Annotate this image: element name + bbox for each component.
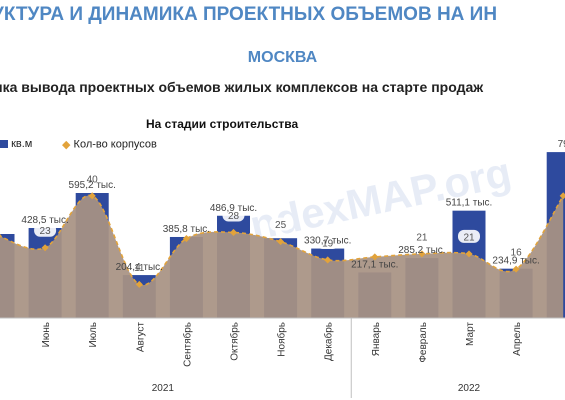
- bar-label-8: 217,1 тыс.: [351, 259, 398, 270]
- buildings-label-1: 23: [40, 226, 52, 237]
- buildings-point-6: [277, 238, 285, 246]
- city-title: МОСКВА: [247, 49, 318, 66]
- bar-label-11: 234,9 тыс.: [492, 256, 539, 267]
- buildings-point-11: [512, 265, 520, 273]
- x-tick-label-4: Сентябрь: [181, 322, 193, 367]
- x-tick-label-6: Ноябрь: [276, 322, 288, 357]
- bar-label-5: 486,9 тыс.: [210, 203, 257, 214]
- legend-buildings: ◆ Кол-во корпусов: [62, 138, 157, 151]
- buildings-label-bg-6: [269, 217, 292, 231]
- buildings-point-2: [88, 192, 96, 200]
- bar-label-10: 511,1 тыс.: [446, 198, 493, 209]
- buildings-label-7: 19: [322, 238, 334, 249]
- buildings-point-8: [371, 253, 379, 261]
- buildings-label-bg-11: [505, 245, 528, 259]
- bar-label-2: 595,2 тыс.: [69, 180, 116, 191]
- buildings-label-9: 21: [416, 232, 428, 243]
- buildings-label-bg-7: [316, 235, 339, 249]
- buildings-label-10: 21: [463, 232, 475, 243]
- bar-label-1: 428,5 тыс.: [21, 215, 68, 226]
- buildings-label-bg-9: [410, 229, 433, 243]
- buildings-point-1: [41, 244, 49, 252]
- buildings-label-bg-10: [458, 229, 480, 243]
- year-label-1: 2022: [458, 383, 481, 394]
- buildings-point-3: [135, 280, 143, 288]
- buildings-label-bg-3: [128, 260, 151, 274]
- year-label-0: 2021: [152, 383, 175, 394]
- slide-title: УКТУРА И ДИНАМИКА ПРОЕКТНЫХ ОБЪЕМОВ НА И…: [0, 4, 498, 25]
- buildings-label-bg-2: [81, 171, 104, 185]
- legend-area: кв.м: [0, 138, 32, 150]
- bar-label-4: 385,8 тыс.: [163, 224, 210, 235]
- buildings-label-2: 40: [87, 174, 99, 185]
- x-tick-label-7: Декабрь: [323, 322, 335, 361]
- buildings-point-10: [465, 250, 473, 258]
- chart-title: На стадии строительства: [146, 117, 299, 131]
- legend-buildings-icon: ◆: [62, 139, 71, 151]
- x-tick-label-2: Июль: [88, 322, 99, 348]
- buildings-point-4: [182, 235, 190, 243]
- bar-label-12: 79: [558, 139, 565, 150]
- x-tick-label-8: Январь: [371, 322, 382, 356]
- chart-subtitle: ика вывода проектных объемов жилых компл…: [0, 79, 484, 95]
- x-tick-label-10: Март: [465, 322, 476, 346]
- buildings-point-9: [418, 250, 426, 258]
- legend-buildings-label: Кол-во корпусов: [73, 138, 157, 151]
- legend-area-label: кв.м: [11, 138, 33, 150]
- buildings-label-11: 16: [511, 248, 523, 259]
- bar-label-7: 330,7 тыс.: [304, 236, 351, 247]
- buildings-label-bg-5: [222, 208, 245, 222]
- x-tick-label-9: Февраль: [418, 322, 429, 363]
- x-tick-label-5: Октябрь: [229, 322, 241, 361]
- buildings-point-5: [229, 228, 238, 237]
- x-tick-label-3: Август: [135, 322, 146, 353]
- buildings-point-7: [324, 256, 332, 264]
- buildings-label-5: 28: [228, 211, 240, 222]
- buildings-label-bg-1: [34, 223, 57, 237]
- bar-label-3: 204,4 тыс.: [116, 262, 163, 273]
- x-tick-label-11: Апрель: [512, 322, 523, 356]
- legend-area-swatch: [0, 140, 8, 149]
- bar-label-9: 285,2 тыс.: [398, 245, 445, 256]
- x-tick-label-1: Июнь: [41, 322, 52, 347]
- buildings-area: [0, 195, 564, 318]
- buildings-label-3: 11: [134, 263, 145, 274]
- buildings-label-6: 25: [275, 220, 287, 231]
